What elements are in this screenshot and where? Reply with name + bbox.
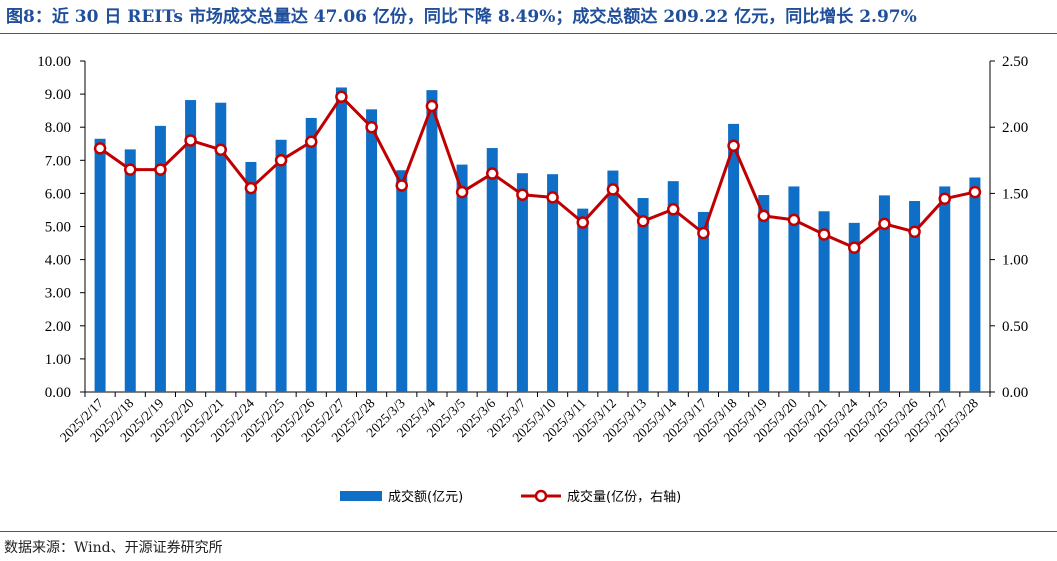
bar	[577, 208, 589, 392]
volume-point	[455, 185, 469, 199]
bar	[637, 198, 649, 392]
y-left-tick-label: 2.00	[45, 319, 71, 335]
volume-point	[274, 154, 288, 167]
title-divider	[0, 33, 1057, 34]
volume-point	[154, 163, 167, 176]
volume-point	[636, 214, 650, 228]
volume-point	[214, 143, 227, 156]
bar	[939, 186, 951, 392]
volume-point	[546, 191, 559, 204]
volume-point	[667, 203, 680, 216]
legend-bar-label: 成交额(亿元)	[388, 489, 463, 505]
y-left-tick-label: 0.00	[45, 385, 71, 401]
bar	[667, 181, 679, 392]
bar	[94, 138, 106, 392]
line-series	[93, 90, 982, 254]
bar	[185, 100, 197, 393]
bar-series	[94, 87, 981, 393]
legend-line-marker	[534, 489, 548, 503]
y-left-tick-label: 9.00	[45, 87, 71, 103]
y-right-tick-label: 2.50	[1002, 54, 1028, 70]
volume-point	[757, 209, 770, 223]
chart-legend: 成交额(亿元) 成交量(亿份，右轴)	[340, 489, 681, 505]
bar	[154, 125, 166, 392]
volume-point	[244, 181, 258, 195]
volume-point	[908, 225, 921, 239]
y-right-tick-label: 0.00	[1002, 385, 1028, 401]
volume-point	[184, 134, 197, 147]
x-axis-labels: 2025/2/172025/2/182025/2/192025/2/202025…	[57, 395, 981, 444]
chart-axes: 0.00 1.00 2.00 3.00 4.00 5.00 6.00 7.00 8.00 9.00…	[37, 54, 1028, 401]
y-left-tick-label: 3.00	[45, 286, 71, 302]
volume-point	[878, 217, 891, 231]
bar	[969, 177, 981, 392]
volume-point	[848, 241, 861, 254]
y-left-tick-label: 6.00	[45, 186, 71, 202]
bar	[335, 87, 347, 393]
bar	[305, 117, 317, 392]
volume-point	[727, 139, 740, 152]
bar	[758, 195, 770, 392]
volume-point	[576, 216, 589, 229]
volume-point	[486, 167, 499, 180]
y-right-tick-label: 0.50	[1002, 319, 1028, 335]
volume-point	[395, 179, 408, 192]
y-left-tick-label: 8.00	[45, 120, 71, 136]
bar	[426, 90, 438, 393]
bar	[697, 211, 709, 392]
volume-point	[305, 135, 318, 149]
volume-point	[124, 163, 137, 176]
bar	[366, 109, 378, 393]
bar	[124, 149, 136, 392]
bar	[245, 161, 257, 392]
volume-point	[817, 228, 831, 241]
footer-divider	[0, 531, 1057, 532]
bar	[456, 164, 468, 392]
y-left-tick-label: 1.00	[45, 352, 71, 368]
figure-title: 图8：近 30 日 REITs 市场成交总量达 47.06 亿份，同比下降 8.…	[6, 7, 917, 27]
volume-point	[516, 188, 529, 201]
y-right-tick-label: 1.00	[1002, 253, 1028, 269]
bar	[607, 170, 619, 392]
volume-point	[93, 142, 107, 155]
bar	[215, 102, 227, 393]
y-left-tick-label: 10.00	[37, 54, 71, 70]
bar	[486, 148, 498, 392]
bar	[547, 174, 559, 392]
y-left-tick-label: 5.00	[45, 220, 71, 236]
bar	[909, 201, 921, 392]
bar	[396, 170, 408, 392]
volume-point	[335, 90, 348, 103]
bar	[788, 186, 800, 392]
bar	[878, 195, 890, 392]
y-left-tick-label: 7.00	[45, 153, 71, 169]
bar	[275, 139, 287, 392]
volume-point	[425, 99, 439, 113]
bar	[848, 222, 860, 392]
y-right-tick-label: 1.50	[1002, 186, 1028, 202]
volume-point	[697, 226, 710, 240]
trading-chart: 0.00 1.00 2.00 3.00 4.00 5.00 6.00 7.00 8.00 9.00…	[37, 54, 1028, 505]
y-left-tick-label: 4.00	[45, 253, 71, 269]
volume-point	[938, 192, 951, 205]
source-note: 数据来源：Wind、开源证券研究所	[4, 540, 223, 556]
legend-bar-swatch	[340, 491, 382, 501]
y-right-tick-label: 2.00	[1002, 120, 1028, 136]
legend-line-label: 成交量(亿份，右轴)	[567, 489, 681, 505]
volume-point	[968, 185, 982, 199]
volume-line	[99, 95, 976, 250]
volume-point	[787, 213, 801, 227]
volume-point	[365, 120, 378, 134]
bar	[516, 173, 528, 392]
volume-point	[606, 183, 620, 196]
bar	[728, 123, 740, 392]
bar	[818, 211, 830, 392]
